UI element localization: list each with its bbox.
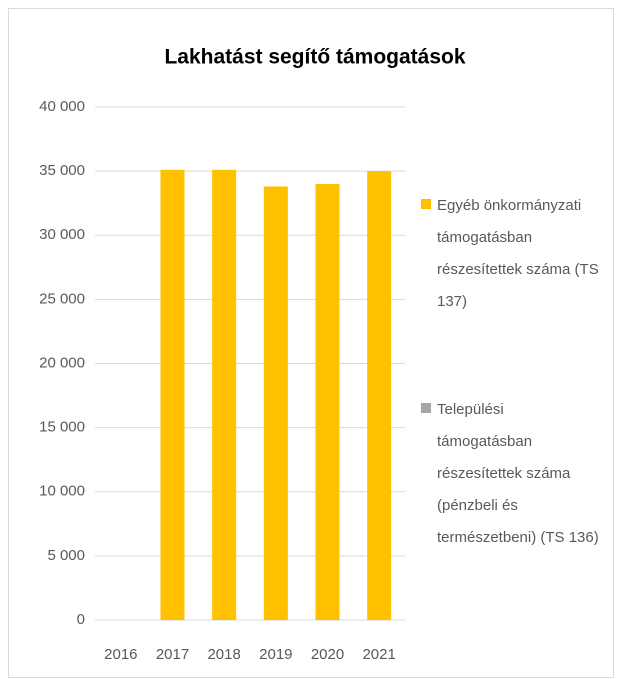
legend-swatch <box>421 403 431 413</box>
bar <box>212 169 237 620</box>
y-tick-label: 40 000 <box>39 98 85 115</box>
bar <box>263 186 288 620</box>
y-tick-label: 30 000 <box>39 226 85 243</box>
x-tick-label: 2020 <box>311 646 344 663</box>
y-tick-label: 25 000 <box>39 290 85 307</box>
y-tick-label: 35 000 <box>39 162 85 179</box>
legend-swatch <box>421 199 431 209</box>
bar <box>315 183 340 620</box>
legend-label: Települési támogatásban részesítettek sz… <box>437 401 599 546</box>
bar <box>160 169 185 620</box>
legend-item: Egyéb önkormányzati támogatásban részesí… <box>421 190 602 318</box>
legend-label: Egyéb önkormányzati támogatásban részesí… <box>437 197 599 310</box>
bar <box>367 171 392 620</box>
x-tick-label: 2021 <box>362 646 395 663</box>
y-tick-label: 0 <box>77 611 85 628</box>
chart-title: Lakhatást segítő támogatások <box>164 46 465 69</box>
y-tick-label: 5 000 <box>47 547 85 564</box>
y-tick-label: 15 000 <box>39 419 85 436</box>
x-tick-label: 2019 <box>259 646 292 663</box>
x-tick-label: 2017 <box>156 646 189 663</box>
legend-item: Települési támogatásban részesítettek sz… <box>421 394 602 554</box>
chart-border <box>8 8 614 678</box>
x-tick-label: 2018 <box>207 646 240 663</box>
x-tick-label: 2016 <box>104 646 137 663</box>
y-tick-label: 10 000 <box>39 483 85 500</box>
y-tick-label: 20 000 <box>39 354 85 371</box>
